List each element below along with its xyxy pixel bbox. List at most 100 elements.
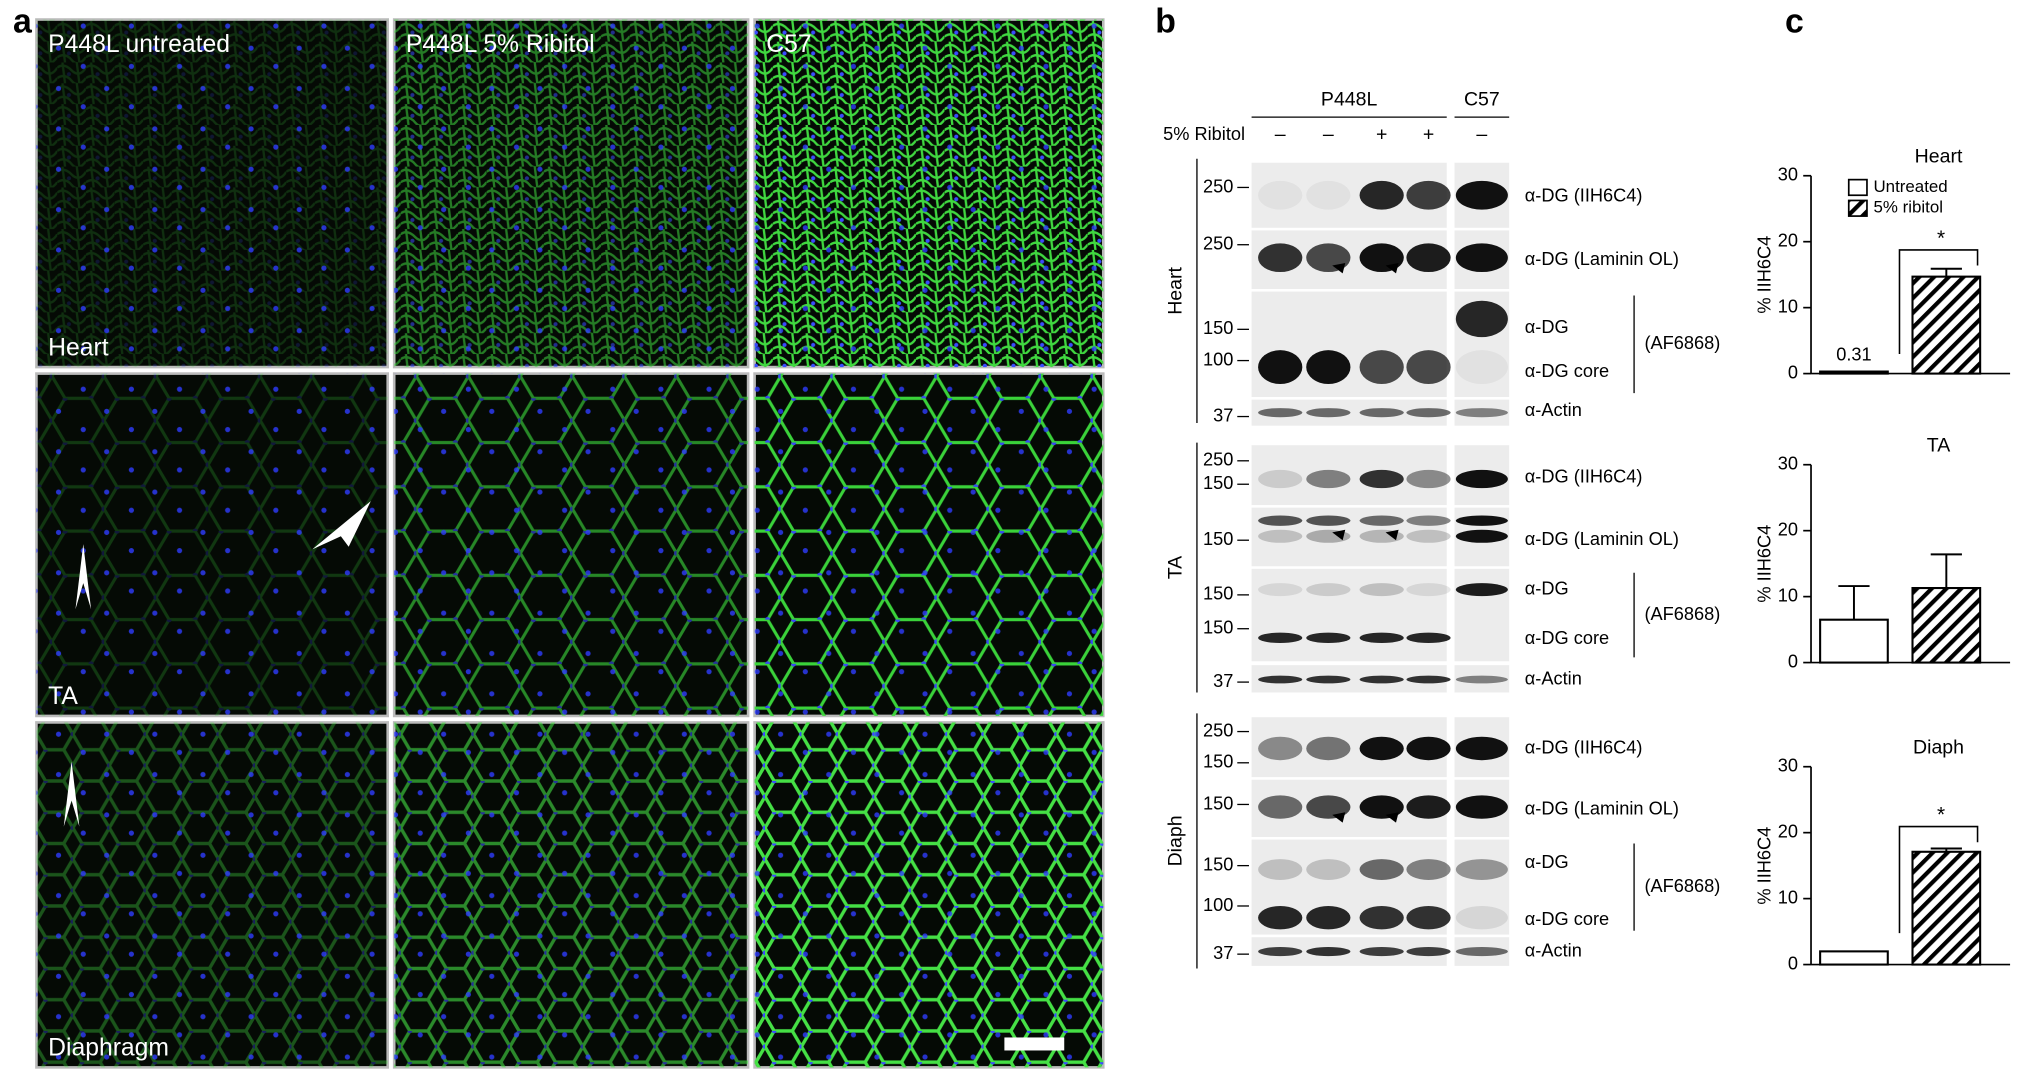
y-tick-label: 10 [1778,585,1798,605]
band [1306,515,1351,526]
band [1455,515,1508,526]
band [1406,529,1451,543]
mw-marker: 150 [1203,854,1233,874]
row-label: Heart [48,334,109,361]
significance-mark: * [1937,804,1945,827]
blot-label: α-DG core [1525,628,1609,648]
y-tick-label: 20 [1778,230,1798,250]
band [1306,905,1351,930]
blot-label: α-Actin [1525,400,1582,420]
row-label: Diaphragm [48,1035,169,1062]
antibody-label: (AF6868) [1644,604,1720,624]
legend-label: Untreated [1873,177,1947,196]
band [1258,675,1303,684]
band [1406,795,1451,819]
significance-bracket [1898,249,1979,354]
lane-sign: + [1423,124,1434,146]
band [1258,350,1303,385]
band [1306,632,1351,644]
band [1455,408,1508,418]
band [1306,859,1351,880]
blot-label: α-DG (IIH6C4) [1525,737,1643,757]
band [1455,946,1508,957]
significance-bracket [1898,825,1979,934]
tissue-label: TA [1164,556,1186,580]
band [1455,736,1508,761]
panel-label: c [1785,2,1804,40]
blot-label: α-Actin [1525,668,1582,688]
band [1359,515,1404,526]
arrowhead [1332,812,1346,823]
arrowhead [63,761,80,827]
band [1306,469,1351,489]
blot-label: α-DG (Laminin OL) [1525,529,1679,549]
legend-label: 5% ribitol [1873,198,1943,217]
blot-label: α-DG [1525,317,1569,337]
band [1455,859,1508,880]
band [1258,795,1303,819]
y-tick-label: 30 [1778,756,1798,776]
y-tick-label: 10 [1778,296,1798,316]
band [1306,408,1351,418]
legend-swatch [1847,199,1868,217]
micrograph-nuclei [394,373,749,716]
column-label: P448L 5% Ribitol [406,31,595,58]
band [1406,515,1451,526]
scale-bar [1004,1037,1065,1051]
band [1406,859,1451,880]
column-label: P448L untreated [48,31,230,58]
arrowhead [1385,529,1399,541]
band [1359,583,1404,597]
mw-marker: 150 [1203,752,1233,772]
mw-marker: 150 [1203,318,1233,338]
band [1359,905,1404,930]
band [1306,795,1351,819]
micrographs: P448L untreated P448L 5% Ribitol C57 Heart T… [35,18,1105,1069]
mw-marker: 150 [1203,529,1233,549]
band [1406,946,1451,957]
blot-label: α-DG (Laminin OL) [1525,798,1679,818]
band [1258,515,1303,526]
band [1455,675,1508,684]
mw-marker: 150 [1203,473,1233,493]
micrograph-nuclei [754,19,1104,368]
band [1258,243,1303,273]
bar [1911,275,1982,375]
band [1406,583,1451,597]
band [1359,859,1404,880]
y-tick-label: 20 [1778,519,1798,539]
arrowhead [1332,529,1346,541]
y-tick-label: 0 [1788,953,1798,973]
y-tick-label: 30 [1778,454,1798,474]
bar-charts: Heart % IIH6C4 0 10 20 30 0.31 Untreated 5% ribi… [1754,146,2011,973]
arrowhead [1332,262,1346,274]
western-blots: P448L C57 5% Ribitol – – + + – Heart 250 α-DG (IIH… [1163,88,1720,969]
arrowhead [1385,812,1399,823]
y-tick-label: 30 [1778,165,1798,185]
band [1406,243,1451,273]
mw-marker: 100 [1203,895,1233,915]
significance-mark: * [1937,227,1945,250]
band [1306,736,1351,761]
bar [1911,586,1982,664]
blot-label: α-DG (IIH6C4) [1525,467,1643,487]
antibody-label: (AF6868) [1644,876,1720,896]
band [1258,905,1303,930]
mw-marker: 150 [1203,584,1233,604]
band [1258,469,1303,489]
micrograph-nuclei [394,19,749,368]
blot-label: α-DG [1525,852,1569,872]
y-axis-label: % IIH6C4 [1754,236,1774,314]
data-label: 0.31 [1836,345,1871,365]
band [1406,675,1451,684]
legend-swatch [1847,178,1868,197]
band [1406,408,1451,418]
mw-marker: 37 [1213,943,1233,963]
arrowhead [1385,262,1399,274]
micrograph-nuclei [394,722,749,1068]
micrograph-nuclei [754,722,1104,1068]
y-tick-label: 0 [1788,651,1798,671]
group-label: P448L [1321,88,1378,110]
band [1359,408,1404,418]
